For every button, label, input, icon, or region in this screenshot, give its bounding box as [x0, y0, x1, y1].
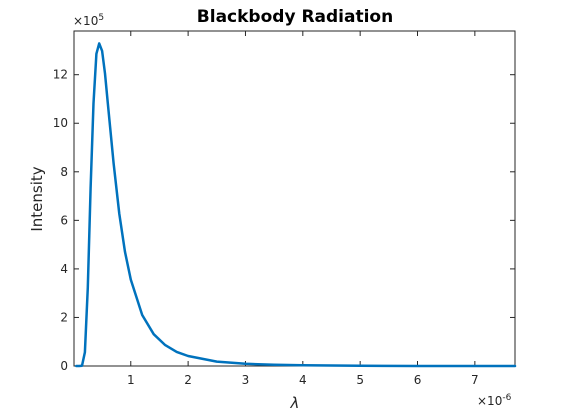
x-multiplier-label: ×10-6 — [477, 393, 512, 408]
x-tick-label: 5 — [356, 373, 364, 387]
x-axis-label: λ — [290, 394, 300, 412]
x-tick-label: 6 — [414, 373, 422, 387]
y-tick-label: 6 — [60, 213, 68, 227]
y-tick-label: 4 — [60, 262, 68, 276]
x-tick-label: 1 — [127, 373, 135, 387]
x-tick-label: 3 — [242, 373, 250, 387]
y-tick-label: 8 — [60, 165, 68, 179]
y-multiplier-label: ×105 — [73, 13, 104, 28]
y-tick-label: 0 — [60, 359, 68, 373]
y-tick-label: 2 — [60, 310, 68, 324]
x-tick-label: 7 — [471, 373, 479, 387]
y-tick-label: 12 — [53, 68, 68, 82]
intensity-series-line — [75, 42, 517, 368]
x-tick-label: 4 — [299, 373, 307, 387]
axes-box — [73, 30, 516, 367]
y-axis-label: Intensity — [28, 166, 46, 231]
y-tick-label: 10 — [53, 116, 68, 130]
x-tick-label: 2 — [184, 373, 192, 387]
chart-title: Blackbody Radiation — [197, 7, 393, 27]
